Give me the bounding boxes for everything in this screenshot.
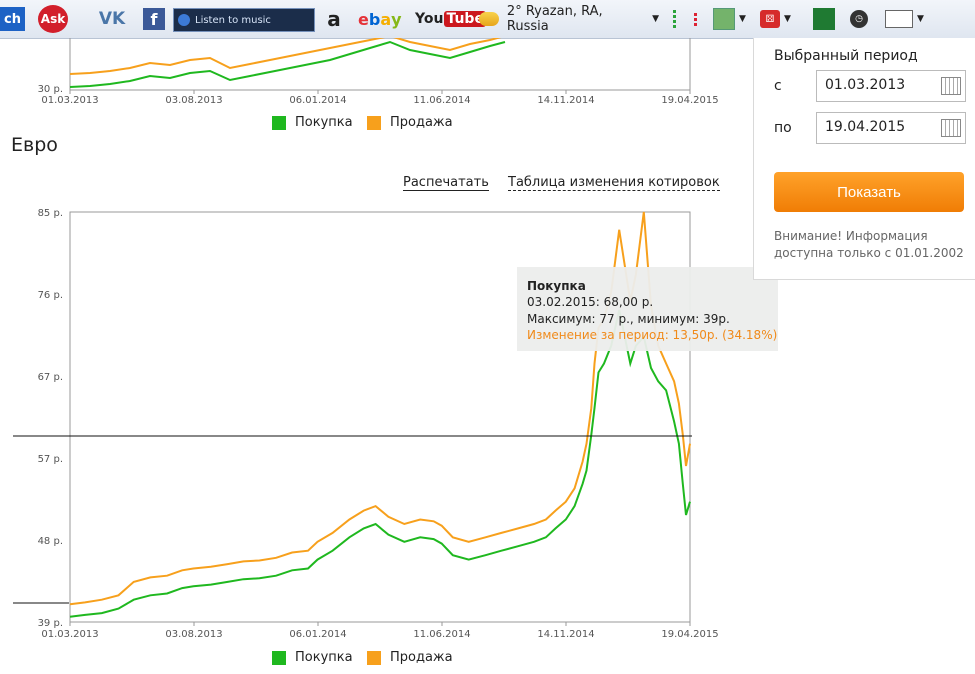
y-tick-label: 67 р. <box>38 372 63 383</box>
bottom-legend-sell: Продажа <box>367 650 453 665</box>
legend-swatch-buy <box>272 115 286 130</box>
top-buy-line <box>69 40 506 88</box>
chevron-down-icon: ▼ <box>739 14 746 24</box>
tooltip-change: Изменение за период: 13,50р. (34.18%) <box>527 328 778 342</box>
top-legend-sell: Продажа <box>367 115 453 130</box>
bottom-legend-buy: Покупка <box>272 650 353 665</box>
tooltip-range: Максимум: 77 р., минимум: 39р. <box>527 312 730 326</box>
ebay-letter-e: e <box>358 9 369 29</box>
dice-icon: ⚄ <box>760 10 780 28</box>
vk-icon[interactable]: VK <box>98 9 126 29</box>
y-tick-label: 57 р. <box>38 454 63 465</box>
top-chart: 30 р. 01.03.2013 03.08.2013 06.01.2014 11.0… <box>38 38 719 106</box>
youtube-icon[interactable]: You Tube <box>415 6 486 32</box>
x-tick-label: 19.04.2015 <box>661 629 718 640</box>
notice-text: Внимание! Информация доступна только с 0… <box>774 229 964 260</box>
y-tick-label: 76 р. <box>38 290 63 301</box>
chevron-down-icon: ▼ <box>652 14 659 24</box>
from-label: с <box>774 78 782 94</box>
x-tick-label: 06.01.2014 <box>289 629 346 640</box>
ebay-letter-b: b <box>368 9 381 29</box>
top-legend-sell-label: Продажа <box>390 115 453 130</box>
chart-tooltip: Покупка 03.02.2015: 68,00 р. Максимум: 7… <box>517 267 778 351</box>
clock-icon[interactable]: ◷ <box>850 10 868 28</box>
y-tick-label: 48 р. <box>38 536 63 547</box>
weather-button[interactable]: 2° Ryazan, RA, Russia ▼ <box>479 4 659 34</box>
bottom-legend-sell-label: Продажа <box>390 650 453 665</box>
period-title: Выбранный период <box>774 48 918 64</box>
x-tick-label: 01.03.2013 <box>41 629 98 640</box>
to-date-input[interactable] <box>817 113 941 141</box>
facebook-icon[interactable]: f <box>143 8 165 30</box>
stats-icon[interactable] <box>813 8 835 30</box>
x-tick-label: 06.01.2014 <box>289 95 346 106</box>
x-tick-label: 19.04.2015 <box>661 95 718 106</box>
x-tick-label: 01.03.2013 <box>41 95 98 106</box>
series-line-buy <box>69 309 691 618</box>
play-icon <box>178 14 190 26</box>
calendar-icon[interactable] <box>941 77 961 95</box>
games-button[interactable]: ⚄ ▼ <box>760 6 800 32</box>
to-date-field[interactable] <box>816 112 966 144</box>
music-label: Listen to music <box>195 14 271 26</box>
weather-text: 2° Ryazan, RA, Russia <box>506 4 603 34</box>
maps-button[interactable]: ▼ <box>713 6 747 32</box>
bottom-legend-buy-label: Покупка <box>295 650 353 665</box>
x-tick-label: 14.11.2014 <box>537 629 594 640</box>
music-player-button[interactable]: Listen to music <box>173 8 315 32</box>
print-link[interactable]: Распечатать <box>403 175 489 191</box>
weather-icon <box>479 12 499 26</box>
ebay-letter-a: a <box>380 9 392 29</box>
mail-icon <box>885 10 913 28</box>
ebay-letter-y: y <box>391 9 402 29</box>
calendar-icon[interactable] <box>941 119 961 137</box>
to-label: по <box>774 120 792 136</box>
top-legend-buy-label: Покупка <box>295 115 353 130</box>
x-tick-label: 14.11.2014 <box>537 95 594 106</box>
x-tick-label: 11.06.2014 <box>413 95 470 106</box>
x-tick-label: 03.08.2013 <box>165 95 222 106</box>
top-chart-y-tick: 30 р. <box>38 84 63 95</box>
ask-logo-icon[interactable]: Ask <box>38 5 68 33</box>
legend-swatch-sell <box>367 650 381 665</box>
legend-swatch-buy <box>272 650 286 665</box>
plot-frame <box>69 211 691 623</box>
legend-swatch-sell <box>367 115 381 130</box>
chevron-down-icon: ▼ <box>784 14 791 24</box>
apps-icon[interactable] <box>667 6 681 32</box>
top-legend-buy: Покупка <box>272 115 353 130</box>
amazon-icon[interactable]: a <box>327 7 341 31</box>
tooltip-value: 03.02.2015: 68,00 р. <box>527 295 654 309</box>
youtube-tube: Tube <box>444 11 486 27</box>
mail-button[interactable]: ▼ <box>885 6 927 32</box>
from-date-input[interactable] <box>817 71 941 99</box>
y-tick-label: 39 р. <box>38 618 63 629</box>
tooltip-title: Покупка <box>527 279 586 293</box>
from-date-field[interactable] <box>816 70 966 102</box>
x-tick-label: 03.08.2013 <box>165 629 222 640</box>
search-tab[interactable]: ch <box>0 7 25 31</box>
period-panel: Выбранный период с по Показать Внимание!… <box>753 38 975 280</box>
chevron-down-icon: ▼ <box>917 14 924 24</box>
more-icon[interactable] <box>691 6 699 32</box>
show-button[interactable]: Показать <box>774 172 964 212</box>
quotes-table-link[interactable]: Таблица изменения котировок <box>508 175 720 191</box>
y-tick-label: 85 р. <box>38 208 63 219</box>
maps-icon <box>713 8 735 30</box>
section-title: Евро <box>11 134 58 156</box>
x-tick-label: 11.06.2014 <box>413 629 470 640</box>
top-sell-line <box>69 38 502 75</box>
youtube-you: You <box>415 11 444 27</box>
